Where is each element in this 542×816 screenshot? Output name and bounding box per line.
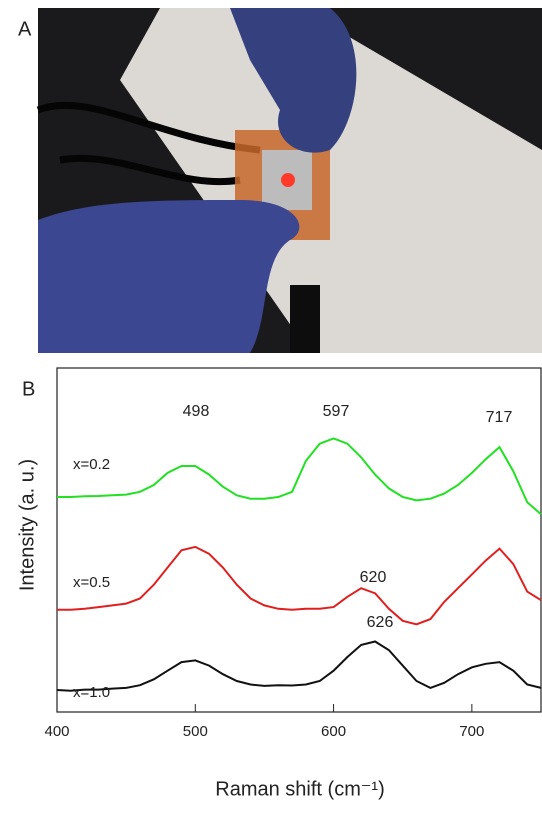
peak-label: 717	[486, 409, 513, 426]
panel-label: B	[22, 378, 35, 400]
peak-label: 626	[367, 614, 394, 631]
x-tick-label: 500	[183, 723, 208, 740]
series-label: x=0.5	[73, 574, 110, 591]
x-tick-label: 700	[459, 723, 484, 740]
peak-label: 620	[360, 569, 387, 586]
x-axis-label: Raman shift (cm⁻¹)	[215, 778, 384, 800]
series-label: x=0.2	[73, 456, 110, 473]
panel-label: A	[18, 18, 32, 40]
spectrum-line	[56, 640, 542, 692]
peak-label: 597	[323, 403, 350, 420]
plot-frame	[56, 367, 542, 713]
peak-label: 498	[183, 403, 210, 420]
x-tick-label: 600	[321, 723, 346, 740]
x-tick-label: 400	[44, 723, 69, 740]
series-label: x=1.0	[73, 684, 110, 701]
spectrum-line	[57, 545, 542, 626]
photo	[36, 8, 542, 353]
y-axis-label: Intensity (a. u.)	[16, 459, 38, 591]
spectrum-line	[57, 437, 542, 515]
